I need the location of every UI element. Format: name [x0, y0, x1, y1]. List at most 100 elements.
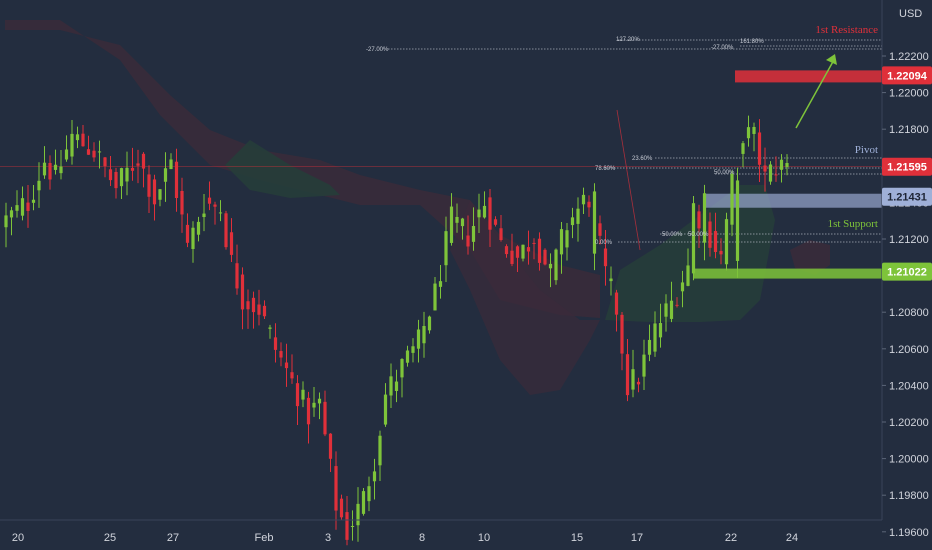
x-tick-label: 20 — [12, 532, 24, 544]
candle-body — [345, 512, 349, 540]
currency-label: USD — [899, 8, 922, 20]
candle-body — [576, 208, 580, 224]
y-tick-label: 1.20800 — [889, 307, 929, 319]
candle-body — [26, 202, 30, 211]
candle-body — [273, 337, 278, 350]
candle-body — [350, 525, 355, 527]
candle-body — [295, 383, 300, 407]
candle-body — [130, 167, 135, 171]
overlay-layer: 127.20% 161.80% -27.00% -27.00% 23.60% 78.60%… — [366, 24, 878, 251]
candle-body — [174, 161, 179, 199]
candle-body — [416, 329, 421, 349]
candle-body — [658, 323, 663, 338]
candle-body — [334, 466, 338, 511]
candle-body — [92, 150, 96, 158]
current-price-badge-text: 1.21595 — [887, 162, 927, 174]
candle-body — [97, 151, 102, 153]
ichimoku-cloud — [5, 20, 830, 395]
candle-body — [603, 248, 608, 267]
candle-body — [191, 227, 195, 249]
candles-layer — [4, 115, 789, 546]
pivot-badge — [882, 187, 932, 206]
candle-body — [493, 219, 498, 225]
candle-body — [125, 167, 129, 182]
candle-body — [466, 235, 470, 247]
candle-body — [339, 498, 344, 518]
candle-body — [218, 212, 223, 214]
candle-body — [565, 230, 569, 248]
levels-layer — [0, 39, 882, 279]
candle-body — [477, 209, 481, 218]
candle-body — [356, 503, 360, 526]
candle-body — [460, 218, 465, 227]
level-label: 1st Support — [828, 218, 878, 230]
fib-label: 0.00% — [595, 240, 613, 246]
x-tick-label: 24 — [786, 532, 798, 544]
candle-body — [290, 372, 294, 379]
candle-body — [394, 381, 399, 392]
candle-body — [433, 283, 437, 311]
support-zone — [693, 268, 882, 279]
candle-body — [449, 206, 454, 243]
candle-body — [64, 149, 69, 160]
candle-body — [697, 211, 701, 229]
resistance-zone — [735, 70, 882, 83]
y-tick-label: 1.21800 — [889, 124, 929, 136]
fib-label: 161.80% — [740, 39, 764, 45]
support-badge-text: 1.21022 — [887, 267, 927, 279]
candle-body — [763, 165, 767, 172]
candle-body — [675, 304, 679, 306]
candle-body — [119, 168, 124, 187]
candle-body — [108, 169, 113, 181]
candle-body — [411, 346, 415, 353]
candle-body — [548, 263, 553, 269]
candle-body — [559, 229, 564, 255]
candle-body — [48, 162, 52, 180]
candle-body — [642, 354, 646, 377]
cloud-bull-region-1 — [225, 140, 340, 198]
price-badges: 1.22094 1.21595 1.21431 1.21022 — [882, 66, 932, 281]
time-axis[interactable]: 20 25 27 Feb 3 8 10 15 17 22 24 — [12, 532, 798, 544]
candle-body — [158, 189, 162, 200]
candle-body — [400, 359, 404, 378]
fib-label: 23.60% — [632, 156, 653, 162]
candle-body — [504, 246, 509, 255]
candle-body — [147, 174, 151, 197]
level-label: 1st Resistance — [815, 24, 878, 36]
cloud-bear-region-3 — [790, 240, 830, 275]
price-axis[interactable]: 1.222001.220001.218001.216001.214001.212… — [882, 51, 929, 539]
trend-line — [616, 109, 641, 251]
candle-body — [587, 201, 591, 208]
candle-body — [680, 282, 685, 292]
current-price-badge — [882, 157, 932, 176]
candle-body — [581, 194, 586, 205]
cloud-bear-region-1 — [5, 20, 600, 318]
candle-body — [730, 173, 734, 225]
x-tick-label: 17 — [631, 532, 643, 544]
candle-body — [757, 132, 762, 165]
fib-label: 127.20% — [616, 37, 640, 43]
y-tick-label: 1.20000 — [889, 454, 929, 466]
candle-body — [510, 250, 514, 264]
candle-body — [719, 250, 723, 255]
candle-body — [301, 389, 305, 400]
fib-label: 50.00% — [688, 232, 709, 238]
resistance-badge-text: 1.22094 — [887, 70, 928, 82]
candle-body — [251, 297, 256, 313]
candle-body — [471, 225, 476, 242]
candle-body — [713, 231, 718, 252]
candle-body — [367, 486, 371, 502]
resistance-badge — [882, 66, 932, 85]
candle-body — [114, 171, 118, 189]
candle-body — [405, 350, 410, 363]
fib-label: -27.00% — [711, 45, 734, 51]
candle-body — [389, 376, 393, 396]
support-badge — [882, 262, 932, 281]
x-tick-label: 15 — [571, 532, 583, 544]
candle-body — [213, 204, 217, 207]
candle-body — [163, 168, 168, 182]
x-tick-label: 3 — [325, 532, 331, 544]
candle-body — [15, 205, 19, 211]
